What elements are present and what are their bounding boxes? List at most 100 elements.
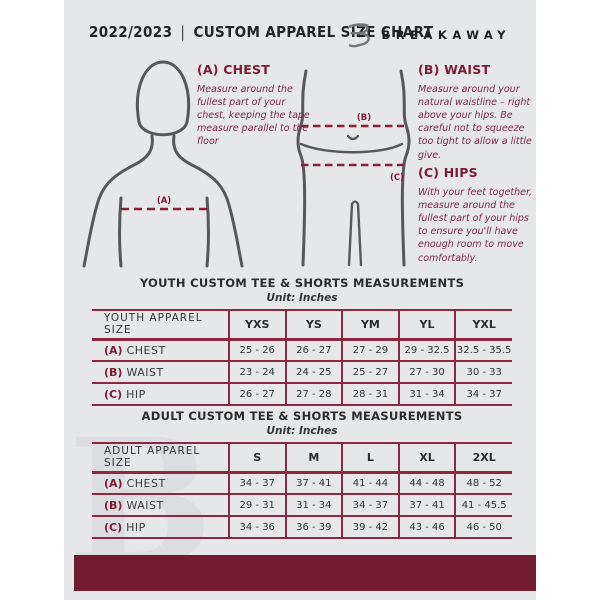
row-prefix: (A): [104, 476, 123, 490]
cell: 37 - 41: [284, 472, 343, 495]
youth-col-ys: YS: [284, 309, 343, 341]
cell: 43 - 46: [397, 516, 456, 539]
chest-marker-label: (A): [157, 196, 171, 206]
brand-name: BREAKAWAY: [381, 28, 511, 42]
adult-table-unit: Unit: Inches: [266, 425, 338, 437]
row-prefix: (C): [104, 520, 123, 534]
cell: 29 - 31: [227, 494, 286, 517]
adult-col-s: S: [227, 442, 286, 474]
row-prefix: (C): [104, 387, 123, 401]
cell: 27 - 28: [284, 383, 343, 406]
adult-col-2xl: 2XL: [454, 442, 512, 474]
cell: 27 - 30: [397, 361, 456, 384]
row-name: HIP: [126, 387, 146, 401]
cell: 24 - 25: [284, 361, 343, 384]
row-label: (C) HIP: [92, 383, 229, 406]
row-label: (A) CHEST: [92, 339, 229, 362]
navel-mark: [346, 134, 360, 141]
adult-chest-row: (A) CHEST 34 - 37 37 - 41 41 - 44 44 - 48…: [92, 472, 512, 495]
cell: 44 - 48: [397, 472, 456, 495]
youth-col-yl: YL: [397, 309, 456, 341]
youth-chest-row: (A) CHEST 25 - 26 26 - 27 27 - 29 29 - 32…: [92, 339, 512, 362]
brand-lockup: BREAKAWAY: [347, 20, 511, 50]
row-label: (C) HIP: [92, 516, 229, 539]
youth-measurements-section: YOUTH CUSTOM TEE & SHORTS MEASUREMENTS U…: [92, 276, 512, 406]
adult-size-table: ADULT APPAREL SIZE S M L XL 2XL (A) CHEST…: [92, 442, 512, 539]
adult-col-xl: XL: [397, 442, 456, 474]
waist-marker-label: (B): [357, 113, 371, 123]
season-year: 2022/2023: [89, 23, 173, 41]
cell: 36 - 39: [284, 516, 343, 539]
chest-instruction: (A) CHEST Measure around the fullest par…: [197, 62, 317, 149]
adult-col-m: M: [284, 442, 343, 474]
cell: 34 - 37: [454, 383, 512, 406]
size-chart-page: B 2022/2023 | CUSTOM APPAREL SIZE CHART BR…: [64, 0, 536, 600]
waist-instruction-text: Measure around your natural waistline – …: [418, 84, 532, 161]
cell: 46 - 50: [454, 516, 512, 539]
cell: 34 - 37: [341, 494, 399, 517]
youth-col-yxs: YXS: [227, 309, 286, 341]
row-label: (B) WAIST: [92, 361, 229, 384]
chart-title: CUSTOM APPAREL SIZE CHART: [193, 23, 434, 41]
waist-hips-figure-illustration: (B) (C): [296, 69, 411, 267]
row-name: HIP: [126, 520, 146, 534]
waist-instruction: (B) WAIST Measure around your natural wa…: [418, 62, 536, 162]
cell: 32.5 - 35.5: [454, 339, 512, 362]
cell: 28 - 31: [341, 383, 399, 406]
chest-figure-illustration: (A): [82, 60, 244, 268]
cell: 26 - 27: [284, 339, 343, 362]
youth-waist-row: (B) WAIST 23 - 24 24 - 25 25 - 27 27 - 30…: [92, 361, 512, 384]
hips-instruction-text: With your feet together, measure around …: [418, 187, 533, 264]
cell: 27 - 29: [341, 339, 399, 362]
row-name: WAIST: [126, 498, 164, 512]
row-name: CHEST: [126, 476, 166, 490]
cell: 30 - 33: [454, 361, 512, 384]
cell: 23 - 24: [227, 361, 286, 384]
row-prefix: (A): [104, 343, 123, 357]
youth-col-ym: YM: [341, 309, 399, 341]
cell: 41 - 44: [341, 472, 399, 495]
youth-hip-row: (C) HIP 26 - 27 27 - 28 28 - 31 31 - 34 3…: [92, 383, 512, 406]
waist-instruction-heading: (B) WAIST: [418, 62, 491, 77]
adult-col-l: L: [341, 442, 399, 474]
cell: 37 - 41: [397, 494, 456, 517]
cell: 25 - 26: [227, 339, 286, 362]
row-prefix: (B): [104, 498, 123, 512]
title-divider: |: [180, 23, 186, 41]
youth-size-column-header: YOUTH APPAREL SIZE: [92, 309, 229, 341]
chest-instruction-heading: (A) CHEST: [197, 62, 270, 77]
breakaway-logo-icon: [348, 23, 370, 48]
cell: 41 - 45.5: [454, 494, 512, 517]
cell: 39 - 42: [341, 516, 399, 539]
cell: 34 - 36: [227, 516, 286, 539]
cell: 34 - 37: [227, 472, 286, 495]
youth-table-unit: Unit: Inches: [266, 292, 338, 304]
adult-table-title: ADULT CUSTOM TEE & SHORTS MEASUREMENTS: [141, 409, 463, 423]
row-name: CHEST: [126, 343, 166, 357]
adult-header-row: ADULT APPAREL SIZE S M L XL 2XL: [92, 442, 512, 474]
youth-col-yxl: YXL: [454, 309, 512, 341]
row-name: WAIST: [126, 365, 164, 379]
adult-waist-row: (B) WAIST 29 - 31 31 - 34 34 - 37 37 - 41…: [92, 494, 512, 517]
hips-instruction: (C) HIPS With your feet together, measur…: [418, 165, 536, 265]
page-title: 2022/2023 | CUSTOM APPAREL SIZE CHART: [89, 23, 433, 41]
footer-accent-bar: [74, 555, 536, 591]
row-label: (A) CHEST: [92, 472, 229, 495]
cell: 31 - 34: [284, 494, 343, 517]
youth-table-title: YOUTH CUSTOM TEE & SHORTS MEASUREMENTS: [139, 276, 465, 290]
hips-instruction-heading: (C) HIPS: [418, 165, 478, 180]
adult-size-column-header: ADULT APPAREL SIZE: [92, 442, 229, 474]
cell: 29 - 32.5: [397, 339, 456, 362]
header: 2022/2023 | CUSTOM APPAREL SIZE CHART BREA…: [64, 18, 536, 52]
row-prefix: (B): [104, 365, 123, 379]
adult-measurements-section: ADULT CUSTOM TEE & SHORTS MEASUREMENTS U…: [92, 409, 512, 539]
row-label: (B) WAIST: [92, 494, 229, 517]
chest-instruction-text: Measure around the fullest part of your …: [197, 84, 310, 148]
cell: 25 - 27: [341, 361, 399, 384]
cell: 31 - 34: [397, 383, 456, 406]
adult-hip-row: (C) HIP 34 - 36 36 - 39 39 - 42 43 - 46 4…: [92, 516, 512, 539]
youth-size-table: YOUTH APPAREL SIZE YXS YS YM YL YXL (A) C…: [92, 309, 512, 406]
hips-marker-label: (C): [390, 173, 404, 183]
cell: 48 - 52: [454, 472, 512, 495]
youth-header-row: YOUTH APPAREL SIZE YXS YS YM YL YXL: [92, 309, 512, 341]
